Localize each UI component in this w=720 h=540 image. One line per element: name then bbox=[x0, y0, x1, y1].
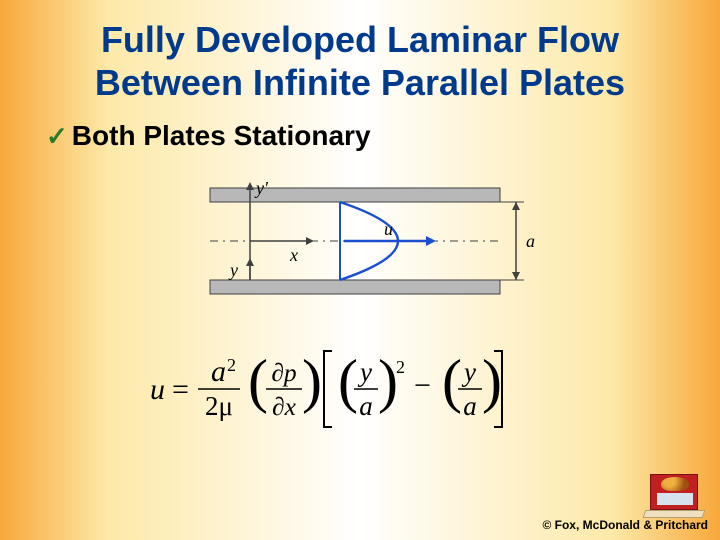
copyright-footer: © Fox, McDonald & Pritchard bbox=[542, 518, 708, 532]
subtitle-row: ✓Both Plates Stationary bbox=[0, 120, 720, 152]
svg-text:y: y bbox=[461, 357, 476, 387]
svg-text:−: − bbox=[414, 369, 431, 402]
title-line-2: Between Infinite Parallel Plates bbox=[95, 62, 625, 103]
velocity-equation: u=a22μ(∂p∂x)(ya)2−(ya) bbox=[130, 343, 590, 443]
slide-title: Fully Developed Laminar Flow Between Inf… bbox=[0, 0, 720, 114]
svg-text:∂x: ∂x bbox=[272, 392, 297, 421]
svg-text:y: y bbox=[228, 260, 238, 280]
svg-text:): ) bbox=[302, 348, 322, 414]
equation-container: u=a22μ(∂p∂x)(ya)2−(ya) bbox=[0, 343, 720, 448]
svg-text:2: 2 bbox=[227, 355, 236, 375]
svg-text:2: 2 bbox=[396, 357, 405, 377]
svg-text:a: a bbox=[359, 391, 373, 421]
textbook-icon bbox=[650, 474, 706, 514]
svg-text:a: a bbox=[211, 355, 226, 388]
svg-text:u: u bbox=[150, 373, 165, 406]
svg-text:y′: y′ bbox=[254, 178, 269, 198]
svg-text:(: ( bbox=[442, 348, 462, 414]
title-line-1: Fully Developed Laminar Flow bbox=[101, 19, 619, 60]
flow-diagram: y′ y x u a bbox=[170, 164, 550, 314]
svg-text:y: y bbox=[357, 357, 372, 387]
svg-text:u: u bbox=[384, 219, 393, 239]
diagram-container: y′ y x u a bbox=[0, 164, 720, 319]
svg-text:(: ( bbox=[248, 348, 268, 414]
svg-text:): ) bbox=[482, 348, 502, 414]
svg-text:): ) bbox=[378, 348, 398, 414]
svg-text:a: a bbox=[463, 391, 477, 421]
svg-text:a: a bbox=[526, 231, 535, 251]
svg-text:∂p: ∂p bbox=[271, 358, 296, 387]
checkmark-icon: ✓ bbox=[46, 121, 68, 151]
svg-text:=: = bbox=[172, 373, 189, 406]
svg-text:x: x bbox=[289, 245, 298, 265]
subtitle-text: Both Plates Stationary bbox=[72, 120, 371, 151]
svg-text:(: ( bbox=[338, 348, 358, 414]
svg-text:2μ: 2μ bbox=[205, 391, 233, 421]
